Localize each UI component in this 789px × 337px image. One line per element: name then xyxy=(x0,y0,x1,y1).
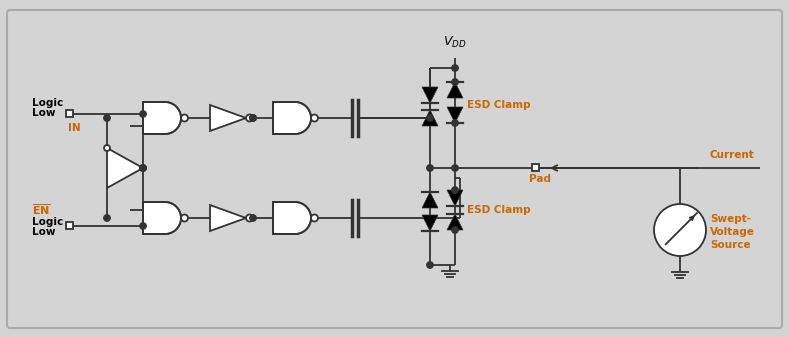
Bar xyxy=(66,110,73,117)
Circle shape xyxy=(250,215,256,221)
Polygon shape xyxy=(447,190,463,206)
Circle shape xyxy=(311,214,318,221)
Circle shape xyxy=(427,262,433,268)
Polygon shape xyxy=(143,202,181,234)
Text: ESD Clamp: ESD Clamp xyxy=(467,100,531,110)
FancyBboxPatch shape xyxy=(7,10,782,328)
Polygon shape xyxy=(107,148,143,188)
Polygon shape xyxy=(273,102,311,134)
Polygon shape xyxy=(273,202,311,234)
Text: $\overline{\mathregular{EN}}$: $\overline{\mathregular{EN}}$ xyxy=(32,203,51,217)
Text: Low: Low xyxy=(32,227,55,237)
Circle shape xyxy=(654,204,706,256)
Polygon shape xyxy=(210,205,246,231)
Circle shape xyxy=(246,214,253,221)
Text: $V_{DD}$: $V_{DD}$ xyxy=(443,35,467,50)
Circle shape xyxy=(452,79,458,85)
Polygon shape xyxy=(143,102,181,134)
Polygon shape xyxy=(422,110,438,126)
Text: Current: Current xyxy=(710,150,755,160)
Text: ESD Clamp: ESD Clamp xyxy=(467,205,531,215)
Polygon shape xyxy=(422,192,438,208)
Circle shape xyxy=(250,115,256,121)
Circle shape xyxy=(140,165,146,171)
Circle shape xyxy=(452,120,458,126)
Circle shape xyxy=(246,115,253,122)
Circle shape xyxy=(140,111,146,117)
Text: Pad: Pad xyxy=(529,174,551,184)
Text: IN: IN xyxy=(68,123,80,133)
Circle shape xyxy=(452,187,458,193)
Text: Voltage: Voltage xyxy=(710,227,755,237)
Text: Low: Low xyxy=(32,108,55,118)
Circle shape xyxy=(427,115,433,121)
Circle shape xyxy=(181,214,188,221)
Bar xyxy=(532,164,539,171)
Text: Logic: Logic xyxy=(32,217,63,227)
Circle shape xyxy=(452,165,458,171)
Polygon shape xyxy=(447,82,463,98)
Polygon shape xyxy=(422,87,438,103)
Circle shape xyxy=(104,215,110,221)
Text: Logic: Logic xyxy=(32,98,63,108)
Circle shape xyxy=(452,65,458,71)
Circle shape xyxy=(104,115,110,121)
Polygon shape xyxy=(447,107,463,123)
Text: Swept-: Swept- xyxy=(710,214,751,224)
Circle shape xyxy=(250,115,256,121)
Circle shape xyxy=(311,115,318,122)
Polygon shape xyxy=(447,214,463,230)
Circle shape xyxy=(140,165,146,171)
Bar xyxy=(66,222,73,229)
Circle shape xyxy=(104,145,110,151)
Circle shape xyxy=(181,115,188,122)
Text: Source: Source xyxy=(710,240,750,250)
Circle shape xyxy=(452,227,458,233)
Circle shape xyxy=(140,223,146,229)
Polygon shape xyxy=(210,105,246,131)
Circle shape xyxy=(427,165,433,171)
Polygon shape xyxy=(422,215,438,231)
